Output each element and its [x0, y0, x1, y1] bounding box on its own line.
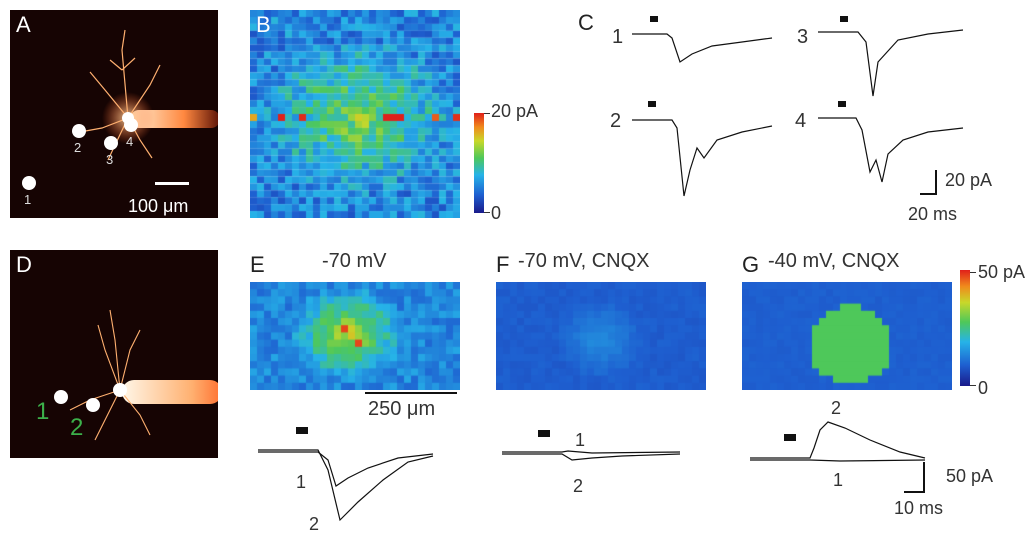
trace-label: 1: [296, 472, 307, 492]
stimulus-marker: [838, 101, 846, 107]
colorbar-max-label: 50 pA: [978, 262, 1026, 282]
scale-y-label: 50 pA: [946, 466, 994, 486]
scale-bar-c: [920, 170, 937, 195]
site-marker: [104, 136, 118, 150]
site-label: 2: [70, 414, 84, 441]
trace-number: 3: [797, 26, 809, 48]
panel-g-label: G: [742, 252, 760, 277]
scale-bar: [365, 392, 457, 394]
colorbar-tick: [484, 113, 490, 114]
panel-a-label: A: [16, 12, 31, 37]
trace-label: 1: [833, 470, 844, 490]
trace-label: 2: [573, 476, 584, 496]
trace-c4: [818, 117, 964, 183]
panel-d-micrograph: D 1 2: [10, 250, 218, 458]
panel-c-label: C: [578, 10, 594, 35]
site-marker: [72, 124, 86, 138]
neuron-image: [79, 29, 218, 161]
trace-number: 1: [612, 26, 624, 48]
stimulus-marker: [784, 434, 796, 441]
stimulus-marker: [648, 101, 656, 107]
condition-label: -70 mV: [322, 250, 387, 272]
traces-f: [502, 450, 681, 461]
scale-x-label: 20 ms: [908, 204, 958, 224]
panel-d-label: D: [16, 252, 32, 277]
trace-number: 4: [795, 110, 807, 132]
site-label: 1: [24, 192, 32, 207]
trace-c3: [818, 29, 964, 97]
stimulus-marker: [840, 16, 848, 22]
scale-x-label: 10 ms: [894, 498, 944, 518]
trace-label: 2: [831, 398, 842, 418]
panel-a-micrograph: A 1 2 3 4 100 μm: [10, 10, 218, 218]
panel-g-heatmap: [742, 282, 952, 390]
scale-bar-label: 100 μm: [128, 196, 189, 216]
trace-c2: [632, 119, 773, 197]
scale-y-label: 20 pA: [945, 170, 993, 190]
panel-b-label: B: [256, 12, 271, 37]
scale-bar-g: [904, 462, 925, 493]
trace-label: 2: [309, 514, 320, 534]
trace-c1: [632, 33, 773, 63]
colorbar-tick: [970, 385, 976, 386]
condition-label: -40 mV, CNQX: [768, 250, 900, 272]
site-marker: [124, 118, 138, 132]
panel-b-heatmap: [250, 10, 460, 218]
site-label: 1: [36, 398, 50, 425]
traces-g: [750, 421, 926, 462]
panel-f-label: F: [496, 252, 510, 277]
colorbar-tick: [484, 212, 490, 213]
site-marker: [86, 398, 100, 412]
colorbar-min-label: 0: [978, 378, 989, 398]
condition-label: -70 mV, CNQX: [518, 250, 650, 272]
panel-e-heatmap: [250, 282, 460, 390]
stimulus-marker: [296, 427, 308, 434]
site-marker: [54, 390, 68, 404]
site-label: 2: [74, 140, 82, 155]
colorbar-min-label: 0: [491, 203, 502, 223]
panel-f-heatmap: [496, 282, 706, 390]
neuron-image: [69, 309, 218, 441]
stimulus-marker: [538, 430, 550, 437]
scale-bar: [155, 182, 189, 185]
trace-label: 1: [575, 430, 586, 450]
scale-bar-label: 250 μm: [368, 398, 436, 420]
panel-e-label: E: [250, 252, 265, 277]
traces-e: [258, 449, 434, 522]
colorbar: [474, 113, 484, 213]
site-marker: [22, 176, 36, 190]
trace-number: 2: [610, 110, 622, 132]
colorbar-tick: [970, 272, 976, 273]
site-label: 3: [106, 152, 114, 167]
site-label: 4: [126, 134, 134, 149]
colorbar-max-label: 20 pA: [491, 101, 539, 121]
colorbar: [960, 270, 970, 386]
stimulus-marker: [650, 16, 658, 22]
